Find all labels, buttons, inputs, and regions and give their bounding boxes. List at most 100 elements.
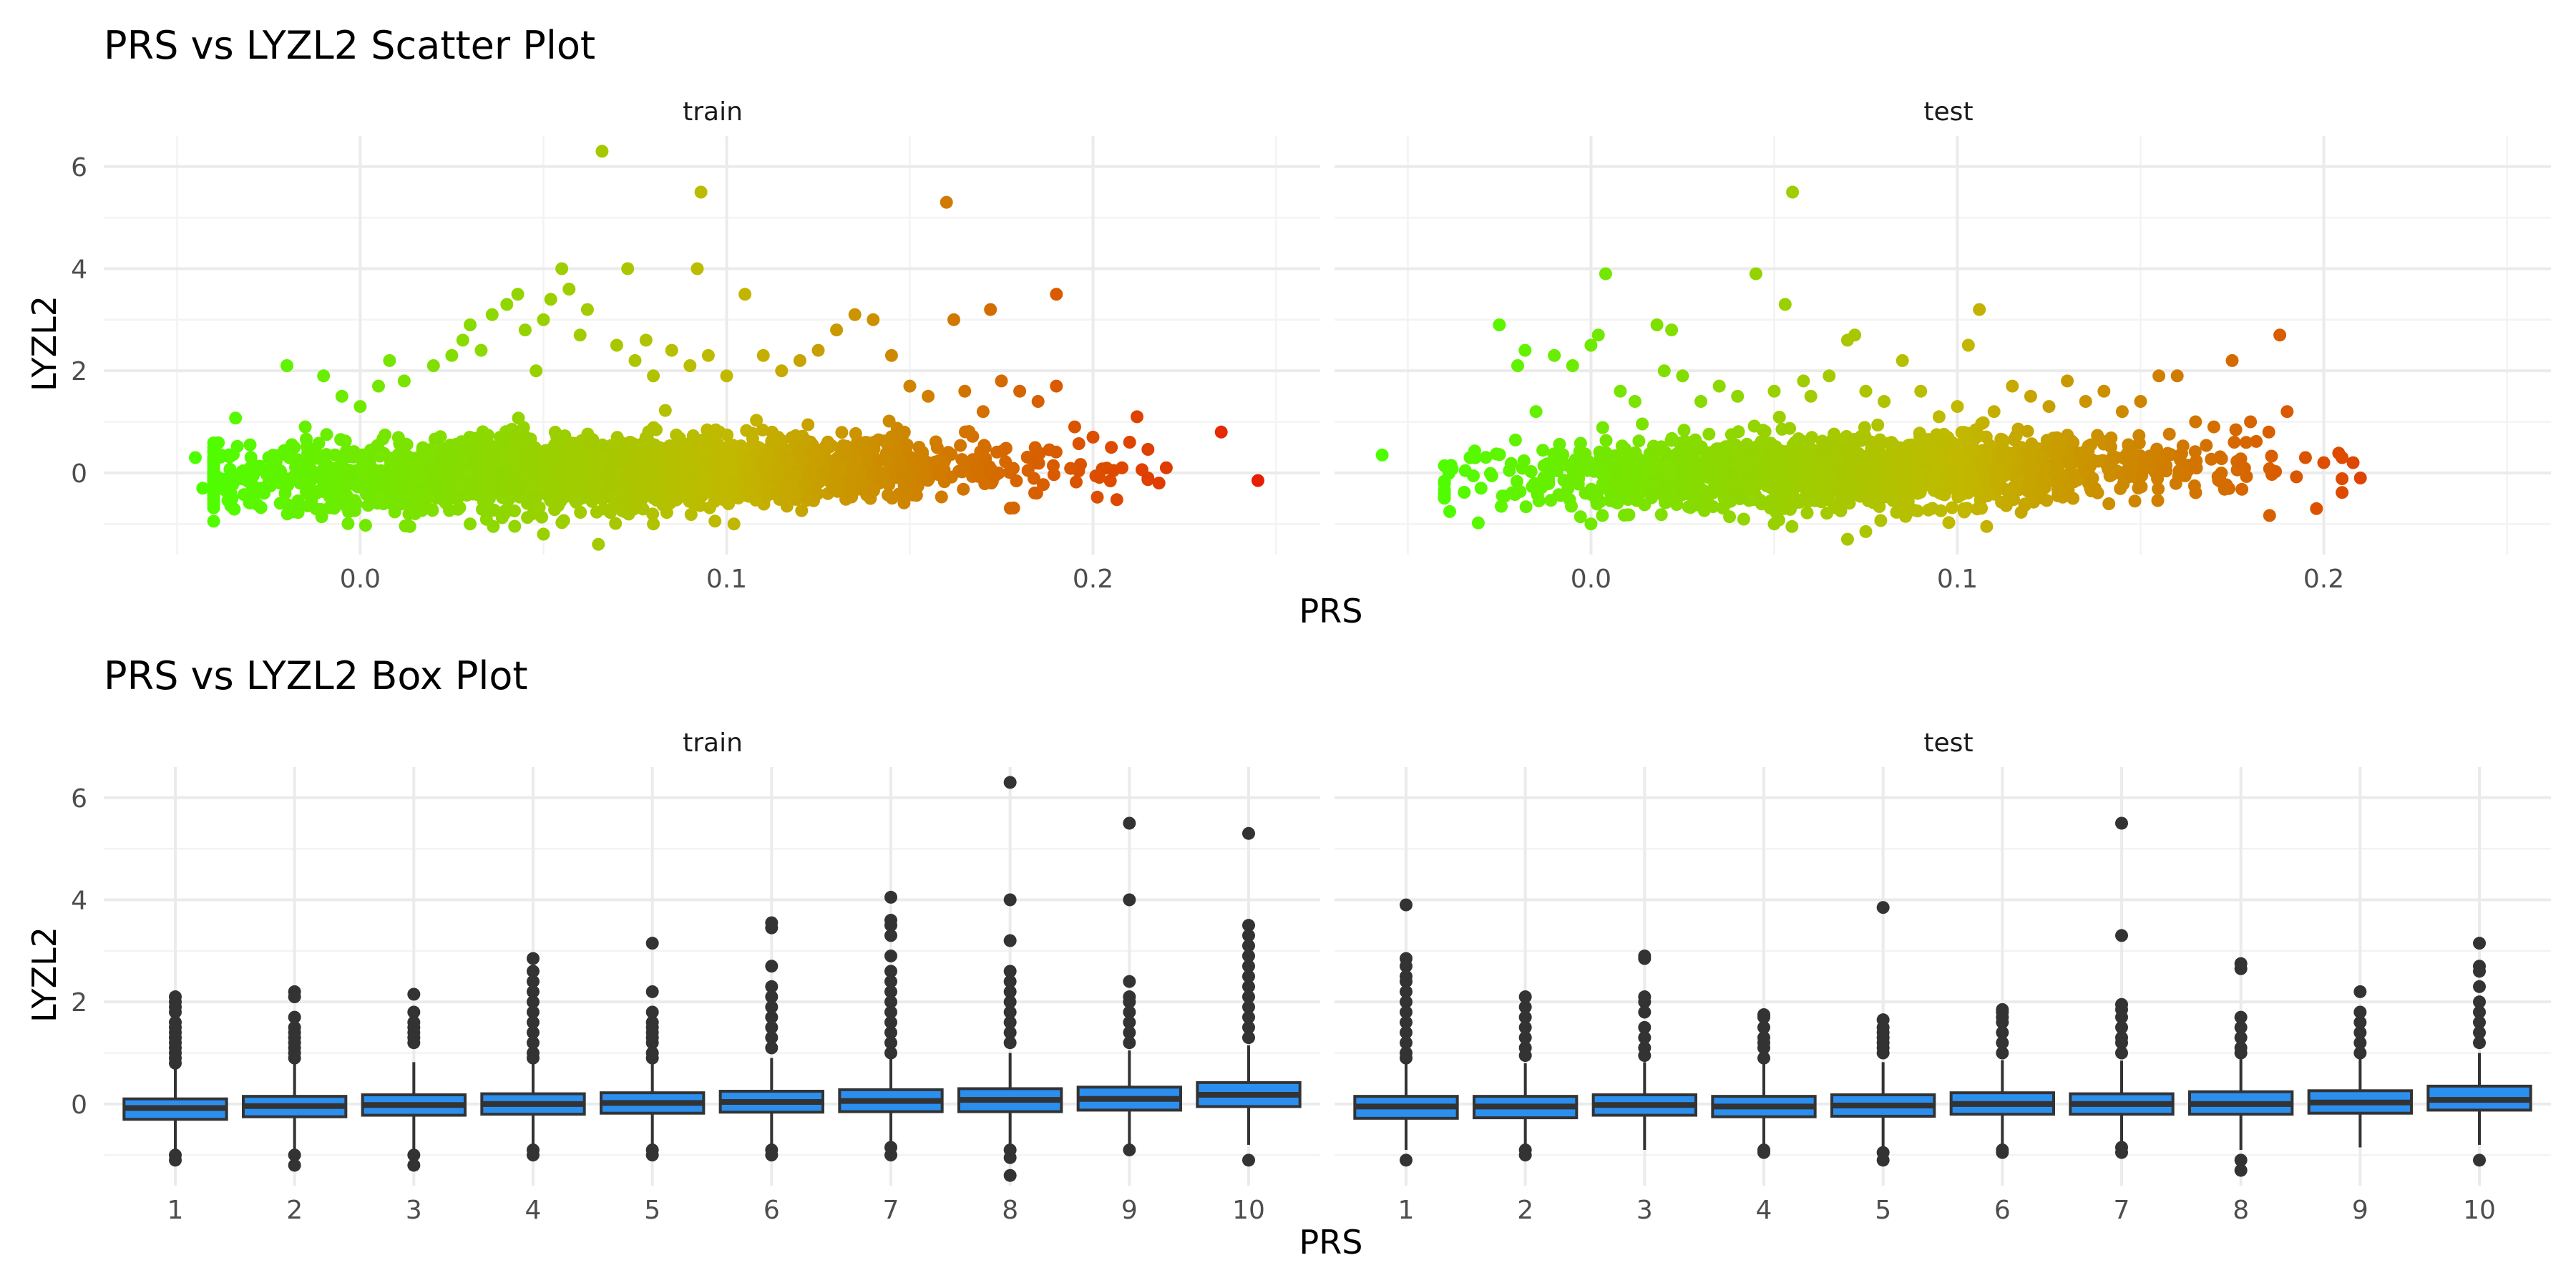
scatter-point — [2225, 353, 2239, 367]
scatter-point — [530, 489, 544, 503]
scatter-point — [580, 443, 593, 457]
scatter-point — [353, 400, 367, 414]
scatter-point — [1946, 452, 1959, 465]
box-outlier — [1757, 1146, 1770, 1159]
box-strip-test: test — [1923, 728, 1973, 758]
scatter-point — [331, 479, 344, 493]
scatter-point — [1913, 430, 1927, 444]
scatter-point — [884, 348, 898, 362]
scatter-point — [266, 449, 280, 462]
box-outlier — [527, 1015, 540, 1029]
scatter-point — [2336, 451, 2349, 464]
scatter-point — [477, 460, 490, 474]
scatter-point — [2006, 379, 2019, 393]
scatter-point — [740, 457, 753, 471]
scatter-point — [2062, 455, 2076, 469]
box-outlier — [2353, 985, 2367, 998]
box-strip-train: train — [683, 728, 743, 758]
scatter-point — [498, 504, 511, 518]
scatter-point — [795, 504, 809, 517]
box-outlier — [2473, 1036, 2486, 1050]
scatter-point — [2104, 440, 2117, 454]
scatter-point — [1561, 459, 1574, 472]
scatter-point — [1503, 464, 1516, 477]
scatter-point — [1628, 488, 1641, 502]
scatter-point — [622, 501, 635, 514]
scatter-point — [1037, 478, 1050, 492]
scatter-point — [1493, 318, 1506, 331]
scatter-point — [2298, 451, 2312, 464]
scatter-point — [1976, 416, 1990, 429]
scatter-point — [2244, 415, 2258, 429]
scatter-point — [281, 479, 295, 492]
box-outlier — [884, 985, 897, 998]
scatter-point — [207, 457, 220, 470]
scatter-point — [1103, 474, 1117, 487]
scatter-point — [397, 374, 411, 388]
box-outlier — [1242, 970, 1255, 983]
box-outlier — [1242, 1153, 1255, 1167]
scatter-point — [1699, 492, 1712, 505]
scatter-point — [1072, 437, 1085, 450]
box-outlier — [527, 1036, 540, 1050]
scatter-point — [350, 497, 363, 511]
box-outlier — [1518, 1010, 1532, 1024]
scatter-point — [2135, 469, 2149, 482]
box-outlier — [1003, 995, 1017, 1009]
box-outlier — [1996, 1046, 2009, 1060]
scatter-point — [464, 517, 477, 531]
scatter-point — [1703, 467, 1717, 481]
scatter-point — [1767, 384, 1781, 398]
scatter-point — [1677, 424, 1691, 437]
scatter-point — [1980, 519, 1994, 533]
scatter-point — [469, 431, 482, 445]
scatter-point — [1508, 433, 1522, 447]
scatter-point — [1548, 348, 1561, 362]
scatter-point — [1828, 449, 1841, 462]
scatter-point — [1702, 427, 1716, 441]
scatter-point — [2125, 464, 2139, 477]
scatter-point — [1596, 421, 1609, 434]
scatter-point — [1664, 434, 1678, 447]
scatter-point — [1802, 478, 1815, 492]
scatter-point — [1444, 459, 1458, 472]
box-outlier — [1003, 1005, 1017, 1019]
scatter-point — [544, 293, 557, 306]
box-outlier — [1242, 919, 1255, 932]
scatter-point — [897, 472, 910, 486]
scatter-strip-test: test — [1923, 97, 1973, 127]
scatter-point — [399, 519, 412, 532]
box-outlier — [1757, 1020, 1770, 1034]
box-outlier — [1123, 975, 1136, 988]
scatter-point — [756, 348, 770, 362]
scatter-point — [1727, 467, 1740, 481]
scatter-point — [1813, 489, 1825, 502]
scatter-point — [1536, 444, 1550, 457]
scatter-point — [2160, 464, 2173, 478]
box-outlier — [527, 1148, 540, 1162]
scatter-point — [1463, 451, 1477, 464]
scatter-point — [1214, 425, 1228, 439]
scatter-point — [720, 369, 733, 383]
scatter-point — [335, 389, 348, 403]
scatter-point — [718, 485, 731, 499]
box-outlier — [1518, 1148, 1532, 1162]
scatter-point — [314, 452, 328, 465]
box-outlier — [2353, 1046, 2367, 1060]
scatter-point — [1874, 514, 1888, 527]
scatter-point — [929, 435, 942, 449]
scatter-point — [932, 468, 945, 482]
box-outlier — [1638, 1031, 1652, 1045]
box-outlier — [884, 890, 897, 904]
scatter-point — [605, 502, 618, 516]
scatter-point — [2067, 436, 2080, 449]
scatter-point — [552, 499, 565, 512]
box-outlier — [2353, 1025, 2367, 1039]
scatter-point — [1584, 488, 1598, 501]
scatter-point — [1674, 475, 1687, 489]
scatter-point — [1663, 457, 1677, 471]
scatter-point — [1802, 461, 1816, 474]
scatter-point — [409, 507, 422, 520]
box-outlier — [765, 1041, 779, 1055]
